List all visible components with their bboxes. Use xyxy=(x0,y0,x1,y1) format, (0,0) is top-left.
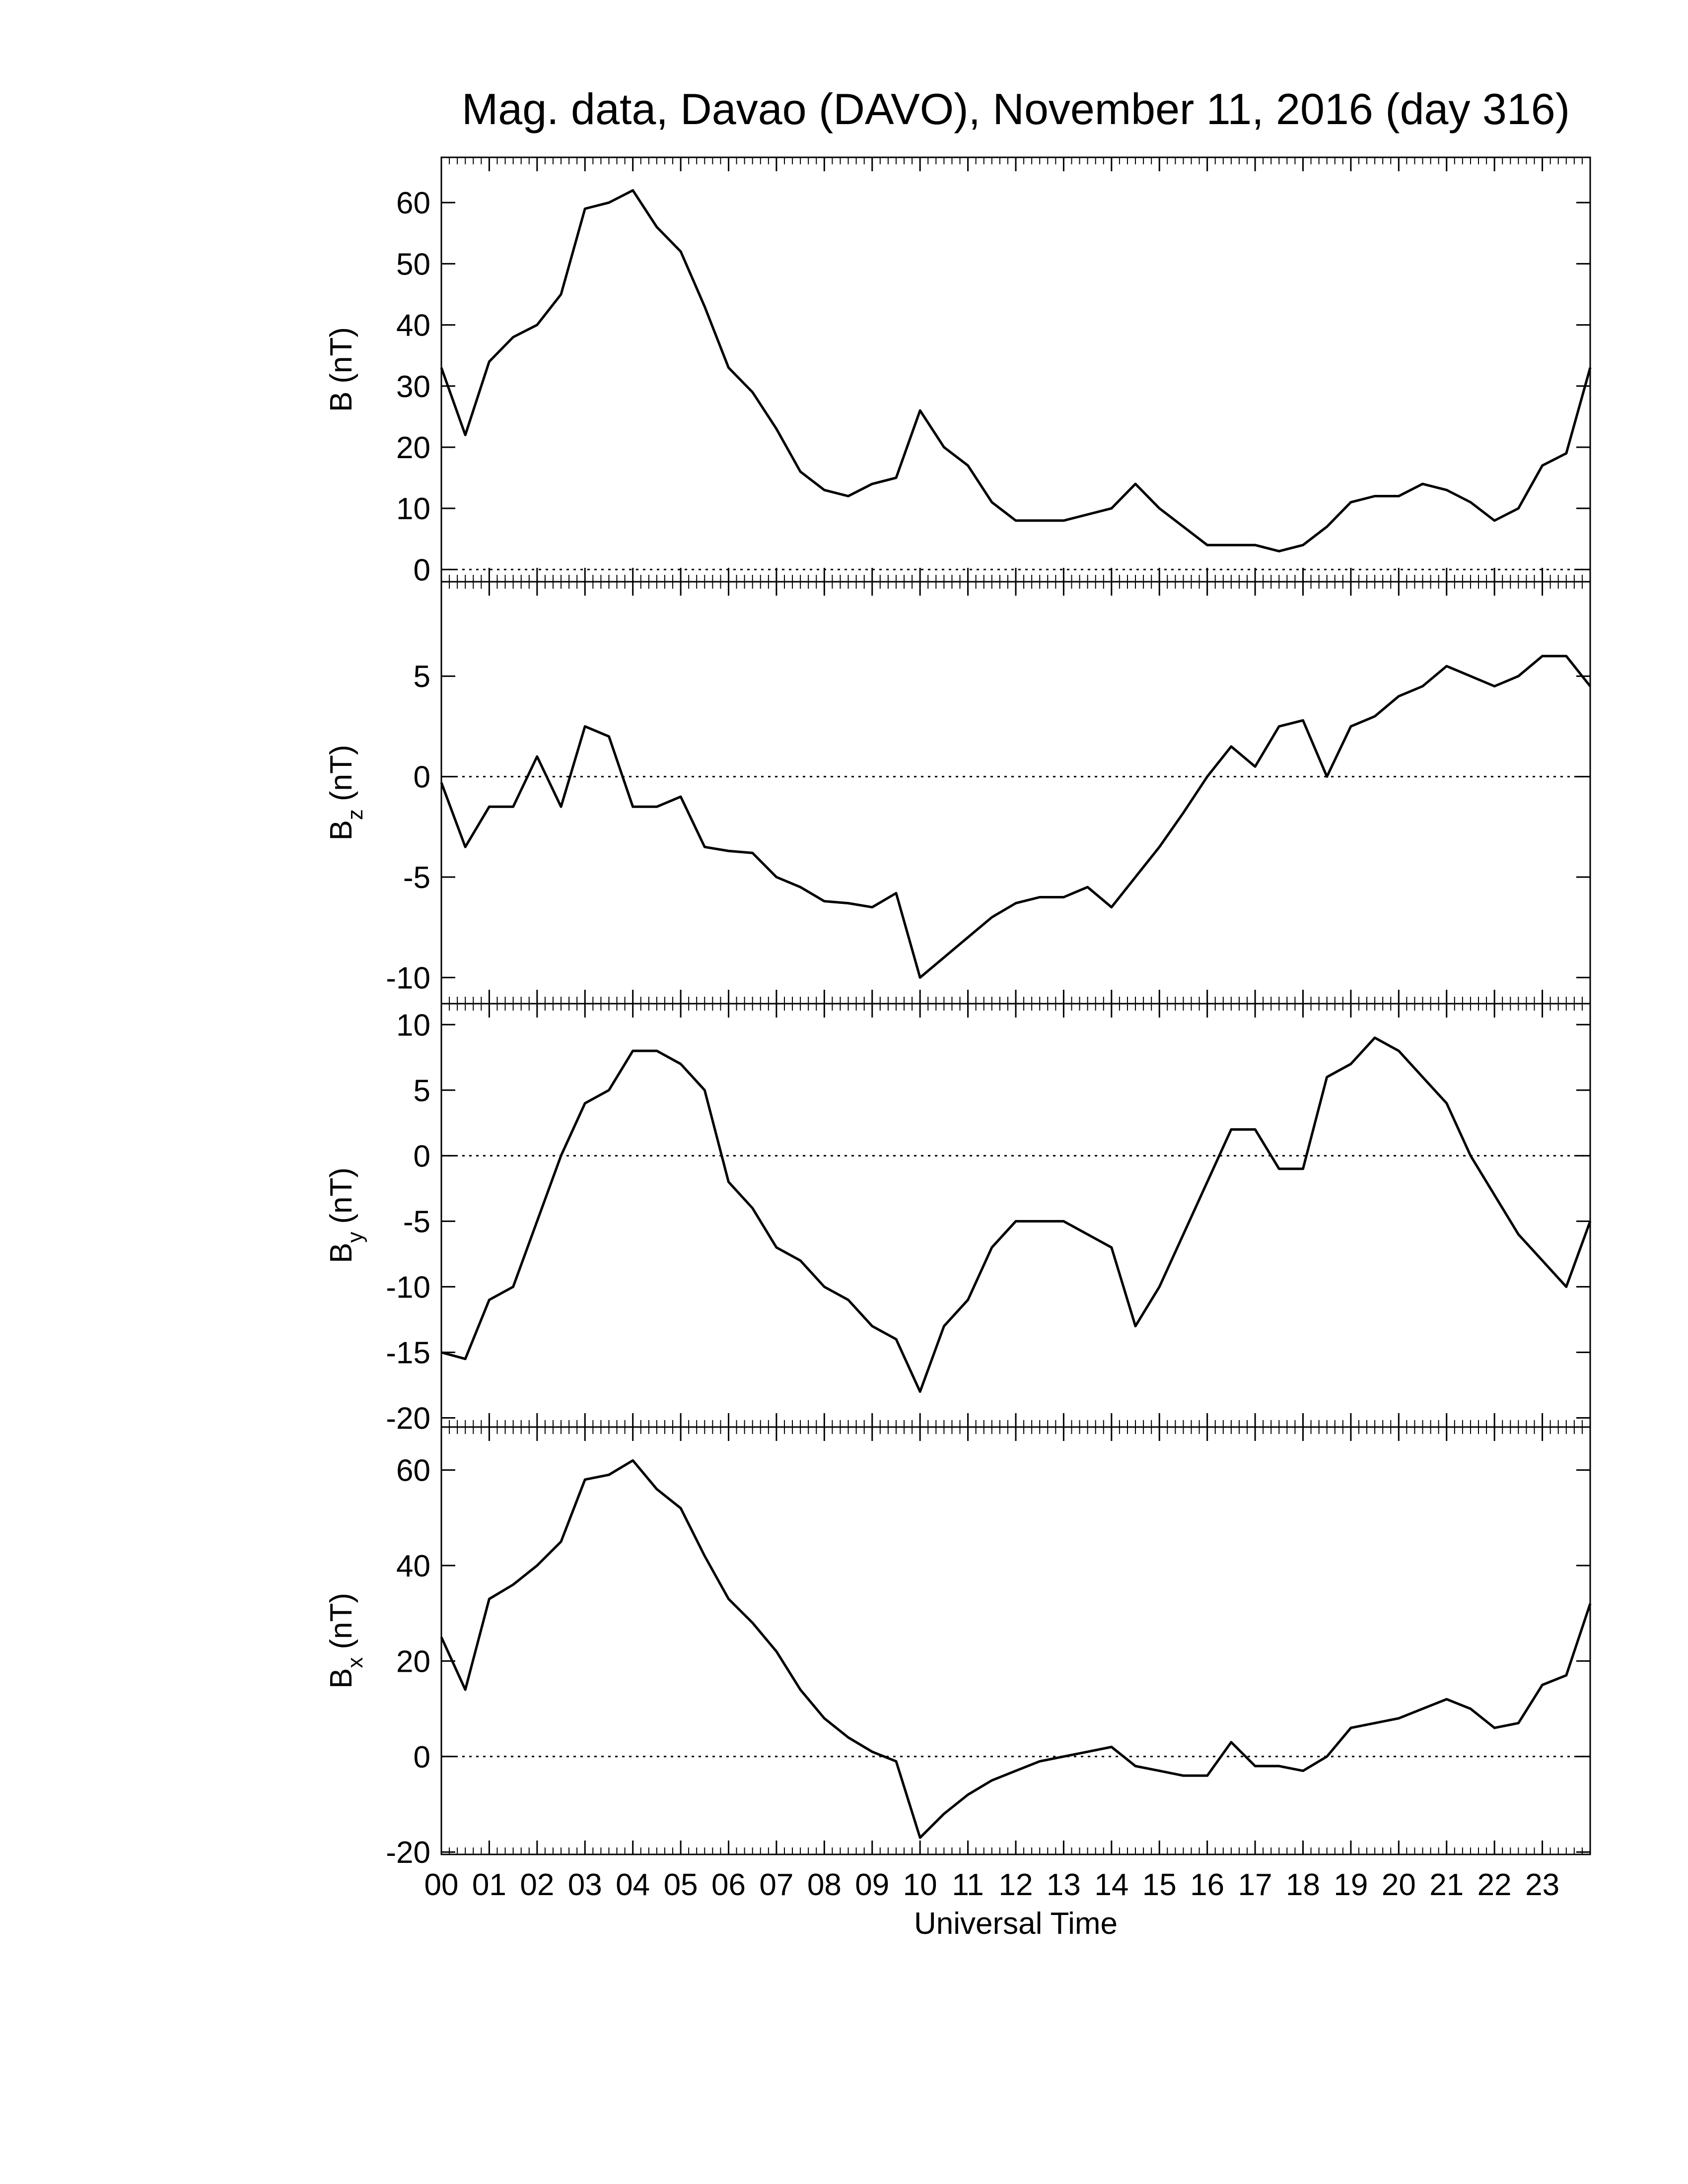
y-label-unit: (nT) xyxy=(324,745,358,801)
plot-frame xyxy=(440,1426,1591,1855)
x-tick-label: 02 xyxy=(520,1868,554,1902)
y-tick-label: 0 xyxy=(414,553,430,587)
x-tick-label: 16 xyxy=(1190,1868,1224,1902)
y-tick-label: 40 xyxy=(396,309,430,343)
y-tick-label: 60 xyxy=(396,1454,430,1488)
y-tick-label: -20 xyxy=(386,1402,430,1436)
x-tick-label: 18 xyxy=(1286,1868,1320,1902)
y-tick-label: 40 xyxy=(396,1549,430,1583)
y-tick-label: 0 xyxy=(414,1740,430,1774)
x-tick-label: 06 xyxy=(711,1868,746,1902)
x-tick-label: 05 xyxy=(664,1868,698,1902)
x-tick-label: 09 xyxy=(855,1868,889,1902)
y-tick-label: 20 xyxy=(396,431,430,465)
y-tick-label: -10 xyxy=(386,961,430,995)
y-label-symbol: B xyxy=(324,392,358,412)
y-tick-label: -15 xyxy=(386,1336,430,1370)
y-tick-label: 5 xyxy=(414,660,430,694)
y-tick-label: 10 xyxy=(396,492,430,526)
y-axis-label: By (nT) xyxy=(324,1167,367,1263)
y-label-symbol: B xyxy=(324,820,358,840)
x-tick-label: 14 xyxy=(1094,1868,1128,1902)
y-label-symbol: B xyxy=(324,1243,358,1263)
y-tick-label: 0 xyxy=(414,1139,430,1173)
x-tick-label: 23 xyxy=(1525,1868,1559,1902)
x-tick-label: 07 xyxy=(759,1868,793,1902)
y-tick-label: -5 xyxy=(403,1205,430,1239)
x-tick-label: 20 xyxy=(1382,1868,1416,1902)
y-label-symbol: B xyxy=(324,1668,358,1689)
x-tick-label: 01 xyxy=(472,1868,506,1902)
x-tick-label: 04 xyxy=(616,1868,650,1902)
y-tick-label: 30 xyxy=(396,370,430,404)
y-tick-label: 60 xyxy=(396,186,430,220)
x-tick-label: 19 xyxy=(1334,1868,1368,1902)
x-tick-label: 12 xyxy=(999,1868,1033,1902)
x-tick-label: 11 xyxy=(952,1868,984,1902)
y-label-subscript: x xyxy=(343,1657,367,1668)
y-tick-label: 50 xyxy=(396,247,430,281)
y-tick-label: -5 xyxy=(403,861,430,895)
x-axis-label: Universal Time xyxy=(914,1907,1118,1941)
y-tick-label: 10 xyxy=(396,1008,430,1042)
x-tick-label: 21 xyxy=(1429,1868,1464,1902)
y-tick-label: 20 xyxy=(396,1644,430,1679)
x-tick-label: 22 xyxy=(1477,1868,1512,1902)
data-line xyxy=(440,1459,1592,1839)
x-tick-label: 03 xyxy=(568,1868,602,1902)
y-label-unit: (nT) xyxy=(324,327,358,384)
y-label-subscript: y xyxy=(343,1232,367,1243)
y-label-unit: (nT) xyxy=(324,1593,358,1649)
y-tick-label: 0 xyxy=(414,760,430,795)
data-line xyxy=(440,189,1592,552)
x-tick-label: 00 xyxy=(424,1868,459,1902)
x-tick-label: 13 xyxy=(1047,1868,1081,1902)
y-axis-label: B (nT) xyxy=(324,327,358,412)
y-tick-label: -20 xyxy=(386,1836,430,1870)
chart-title: Mag. data, Davao (DAVO), November 11, 20… xyxy=(462,84,1570,134)
y-label-subscript: z xyxy=(343,809,367,820)
y-tick-label: -10 xyxy=(386,1270,430,1304)
x-tick-label: 17 xyxy=(1238,1868,1272,1902)
data-line xyxy=(440,655,1591,979)
y-axis-label: Bx (nT) xyxy=(324,1593,367,1689)
y-axis-label: Bz (nT) xyxy=(324,745,367,840)
x-tick-label: 15 xyxy=(1142,1868,1177,1902)
y-label-unit: (nT) xyxy=(324,1167,358,1224)
x-tick-label: 08 xyxy=(807,1868,842,1902)
x-tick-label: 10 xyxy=(903,1868,937,1902)
y-tick-label: 5 xyxy=(414,1074,430,1108)
data-line xyxy=(441,1036,1592,1393)
